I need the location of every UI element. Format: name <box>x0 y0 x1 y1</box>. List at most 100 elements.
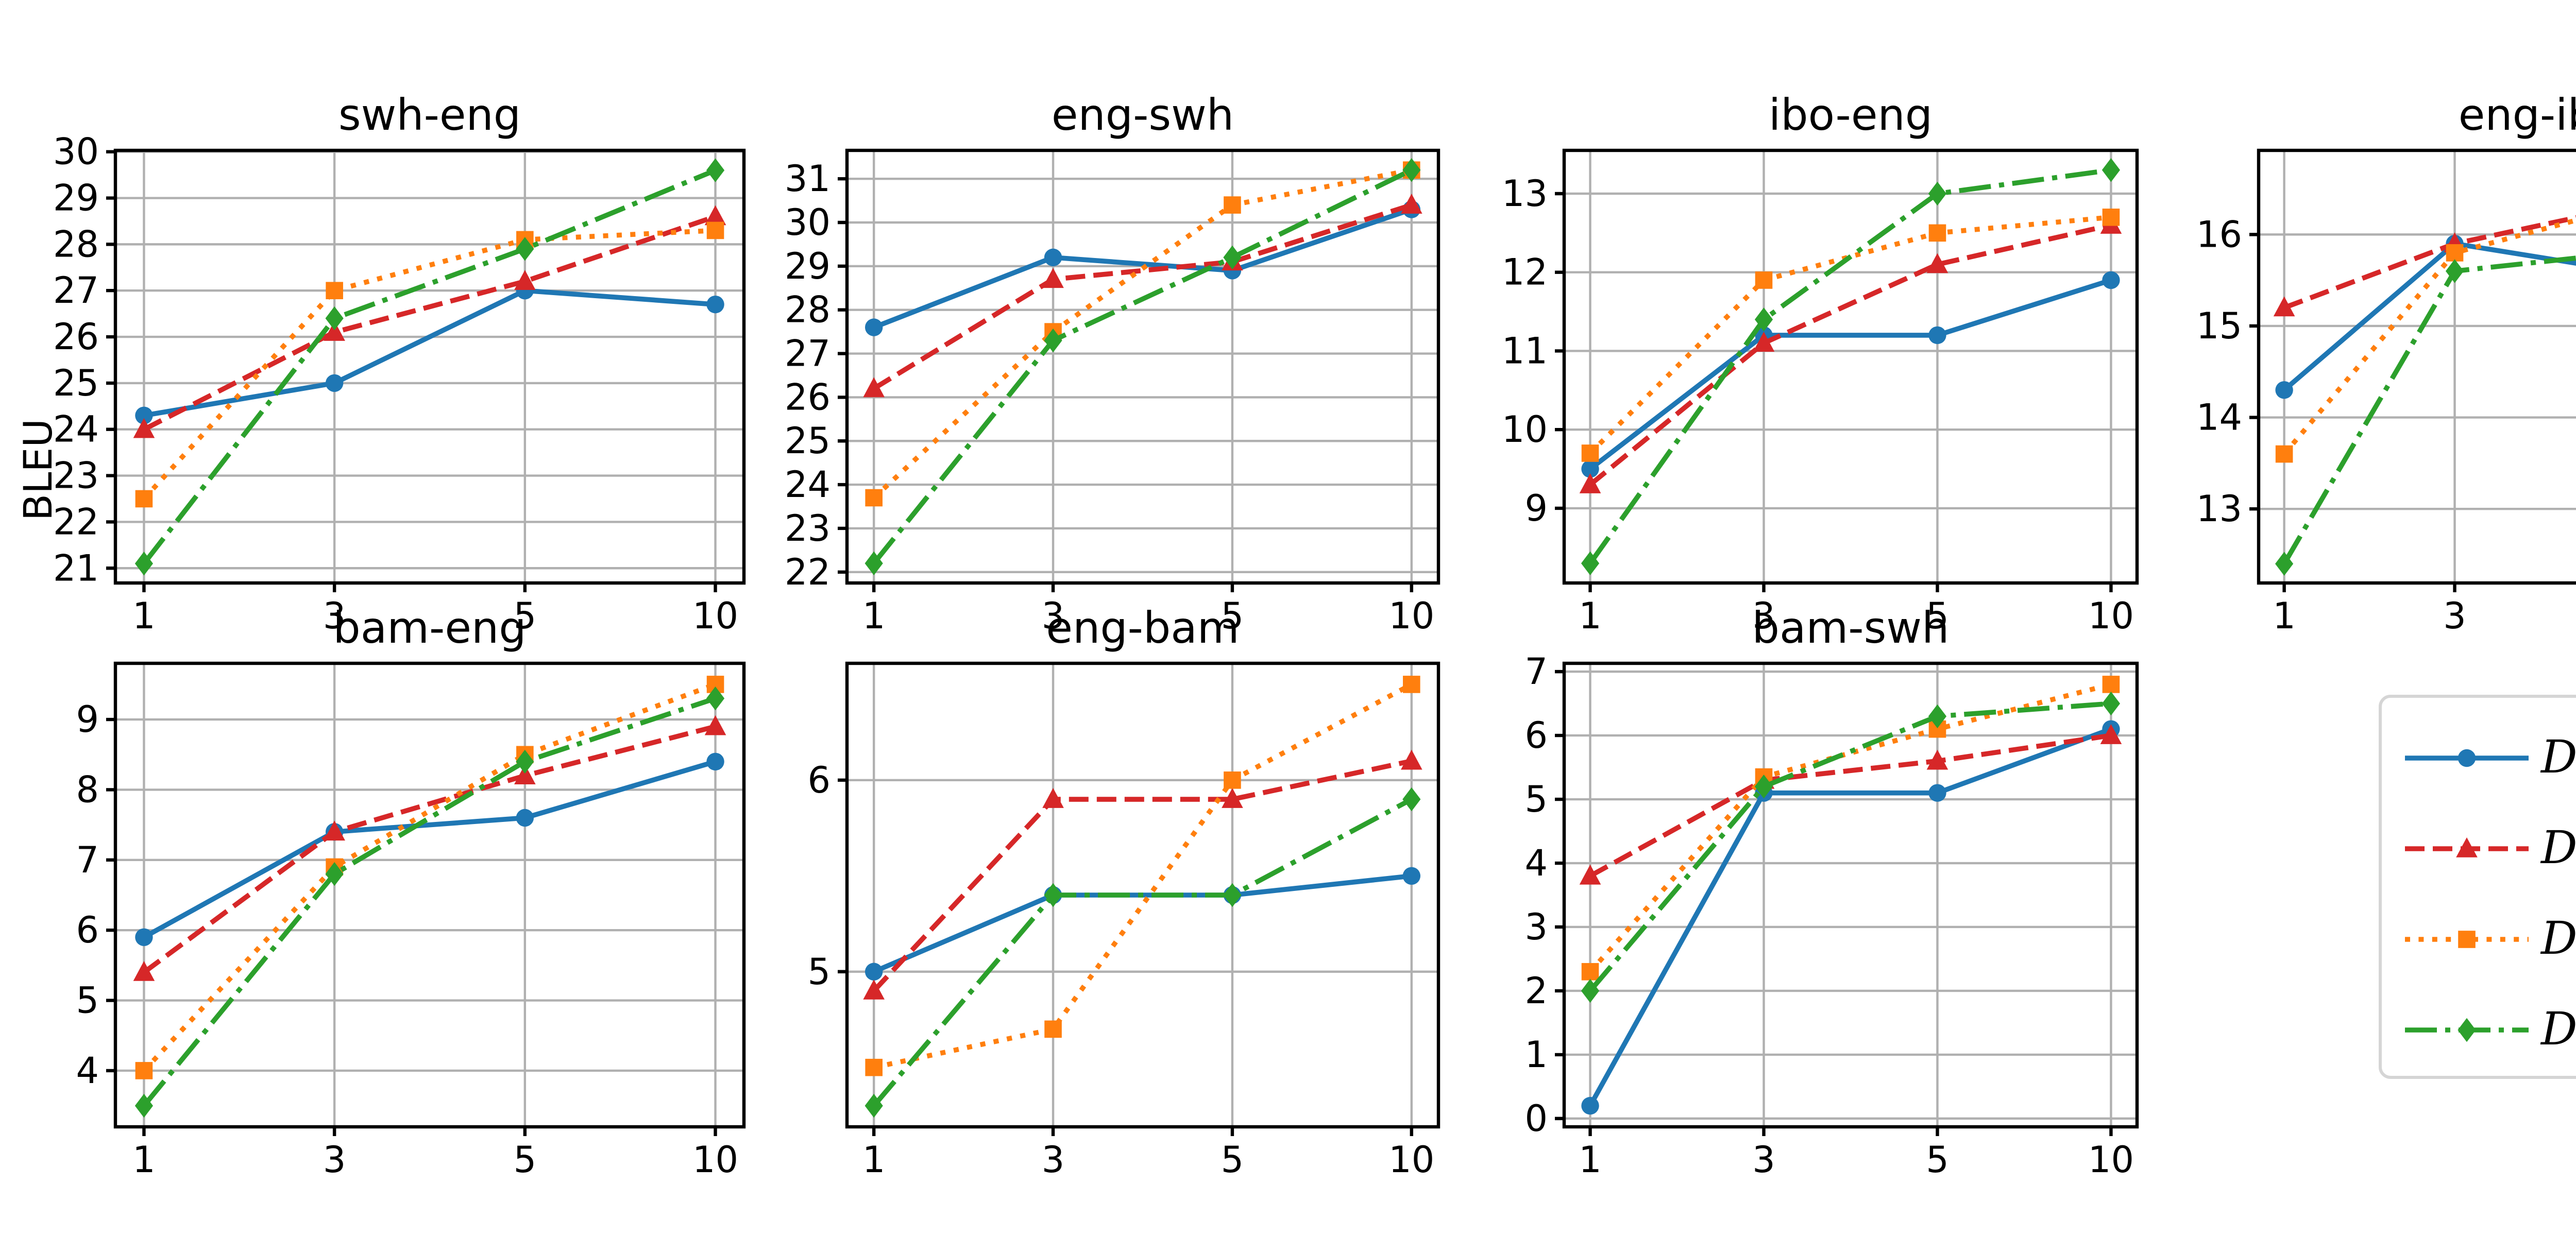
marker-triangle <box>2456 837 2478 857</box>
series-line <box>1588 701 2111 993</box>
y-tick-label: 10 <box>1502 408 1548 451</box>
x-tick-label: 1 <box>132 595 156 637</box>
y-tick-label: 24 <box>785 464 831 506</box>
series-line <box>143 288 716 418</box>
axes-frame <box>1562 661 2139 1129</box>
axes-frame <box>845 661 1440 1129</box>
x-tick-label: 10 <box>692 1139 738 1181</box>
marker-square <box>706 221 724 239</box>
marker-square <box>1224 196 1241 214</box>
axis-tick-labels: 4 5 6 7 8 9 1 3 5 10 <box>76 698 738 1181</box>
marker-diamond <box>1223 883 1242 907</box>
series-D^M_top-k <box>134 686 725 1118</box>
y-tick-label: 1 <box>1524 1034 1548 1076</box>
subplot-eng-bam: 5 6 1 3 5 10 eng-bam <box>807 603 1440 1181</box>
x-tick-label: 3 <box>1042 1139 1065 1181</box>
series-D^M_DBS <box>863 194 1422 398</box>
x-tick-label: 5 <box>514 595 537 637</box>
marker-diamond <box>1928 181 1947 206</box>
marker-triangle <box>1926 253 1948 273</box>
marker-diamond <box>1581 978 1600 1003</box>
x-tick-label: 3 <box>323 1139 346 1181</box>
marker-circle <box>1581 460 1599 478</box>
axis-ticks <box>1555 192 2113 592</box>
x-tick-label: 10 <box>2088 1139 2134 1181</box>
y-tick-label: 23 <box>785 507 831 550</box>
y-tick-label: 7 <box>76 839 99 881</box>
marker-triangle <box>324 321 345 341</box>
y-tick-label: 24 <box>53 408 99 451</box>
marker-triangle <box>133 418 155 438</box>
x-tick-label: 10 <box>1388 1139 1434 1181</box>
x-tick-label: 3 <box>1752 1139 1775 1181</box>
marker-square <box>865 1058 883 1076</box>
series-line <box>1588 215 2111 455</box>
series-line <box>1588 278 2112 471</box>
series-line <box>2282 255 2576 565</box>
series-line <box>142 696 717 1108</box>
axes-frame <box>113 661 746 1129</box>
marker-circle <box>865 963 883 981</box>
y-tick-label: 4 <box>76 1050 99 1092</box>
marker-triangle <box>1042 268 1064 288</box>
y-tick-label: 7 <box>1524 650 1548 693</box>
series-D^M_DBS <box>133 715 726 981</box>
legend-label-symbol: D <box>2540 730 2576 783</box>
x-tick-label: 3 <box>2443 595 2466 637</box>
marker-square <box>2458 931 2476 948</box>
y-tick-label: 6 <box>807 759 831 801</box>
series-line <box>1588 682 2112 973</box>
marker-triangle <box>514 270 536 290</box>
subplot-title: ibo-eng <box>1769 90 1933 140</box>
marker-square <box>1928 224 1946 242</box>
x-tick-label: 3 <box>323 595 346 637</box>
subplot-bam-eng: 4 5 6 7 8 9 1 3 5 10 bam-eng <box>76 603 746 1181</box>
x-tick-label: 5 <box>1926 595 1949 637</box>
marker-triangle <box>514 764 536 784</box>
legend-item-top-p: DMtop-p <box>2405 912 2576 965</box>
marker-square <box>1581 963 1599 981</box>
marker-circle <box>1581 1096 1599 1115</box>
marker-triangle <box>1401 194 1422 214</box>
marker-diamond <box>2102 158 2121 182</box>
marker-diamond <box>516 237 534 261</box>
y-tick-label: 4 <box>1524 842 1548 884</box>
marker-square <box>2102 209 2120 226</box>
marker-triangle <box>863 979 885 1000</box>
series-line <box>143 759 716 940</box>
marker-diamond <box>2275 552 2294 576</box>
series-line <box>142 228 716 501</box>
y-tick-label: 26 <box>785 376 831 418</box>
legend-label: DMtop-k <box>2540 1000 2576 1068</box>
y-tick-label: 9 <box>1524 487 1548 529</box>
legend-label: DMDBS <box>2540 818 2576 887</box>
x-tick-label: 1 <box>1579 595 1602 637</box>
marker-circle <box>1044 248 1062 267</box>
subplot-title: eng-bam <box>1046 603 1239 653</box>
y-tick-label: 21 <box>53 547 99 589</box>
y-tick-label: 22 <box>53 501 99 543</box>
marker-diamond <box>134 1093 154 1118</box>
y-tick-label: 16 <box>2196 213 2242 255</box>
marker-diamond <box>2445 259 2464 283</box>
marker-triangle <box>1401 749 1422 770</box>
marker-square <box>135 490 153 508</box>
series-line <box>1588 167 2112 565</box>
axis-tick-labels: 5 6 1 3 5 10 <box>807 759 1434 1181</box>
series-line <box>873 207 1413 330</box>
y-tick-label: 9 <box>76 698 99 741</box>
series-line <box>873 873 1412 974</box>
marker-circle <box>2458 749 2476 767</box>
series-D^M_BS <box>1581 720 2120 1115</box>
marker-triangle <box>1753 332 1775 352</box>
series-D^M_DBS <box>863 749 1422 1000</box>
y-tick-label: 26 <box>53 316 99 358</box>
y-tick-label: 13 <box>2196 488 2242 530</box>
